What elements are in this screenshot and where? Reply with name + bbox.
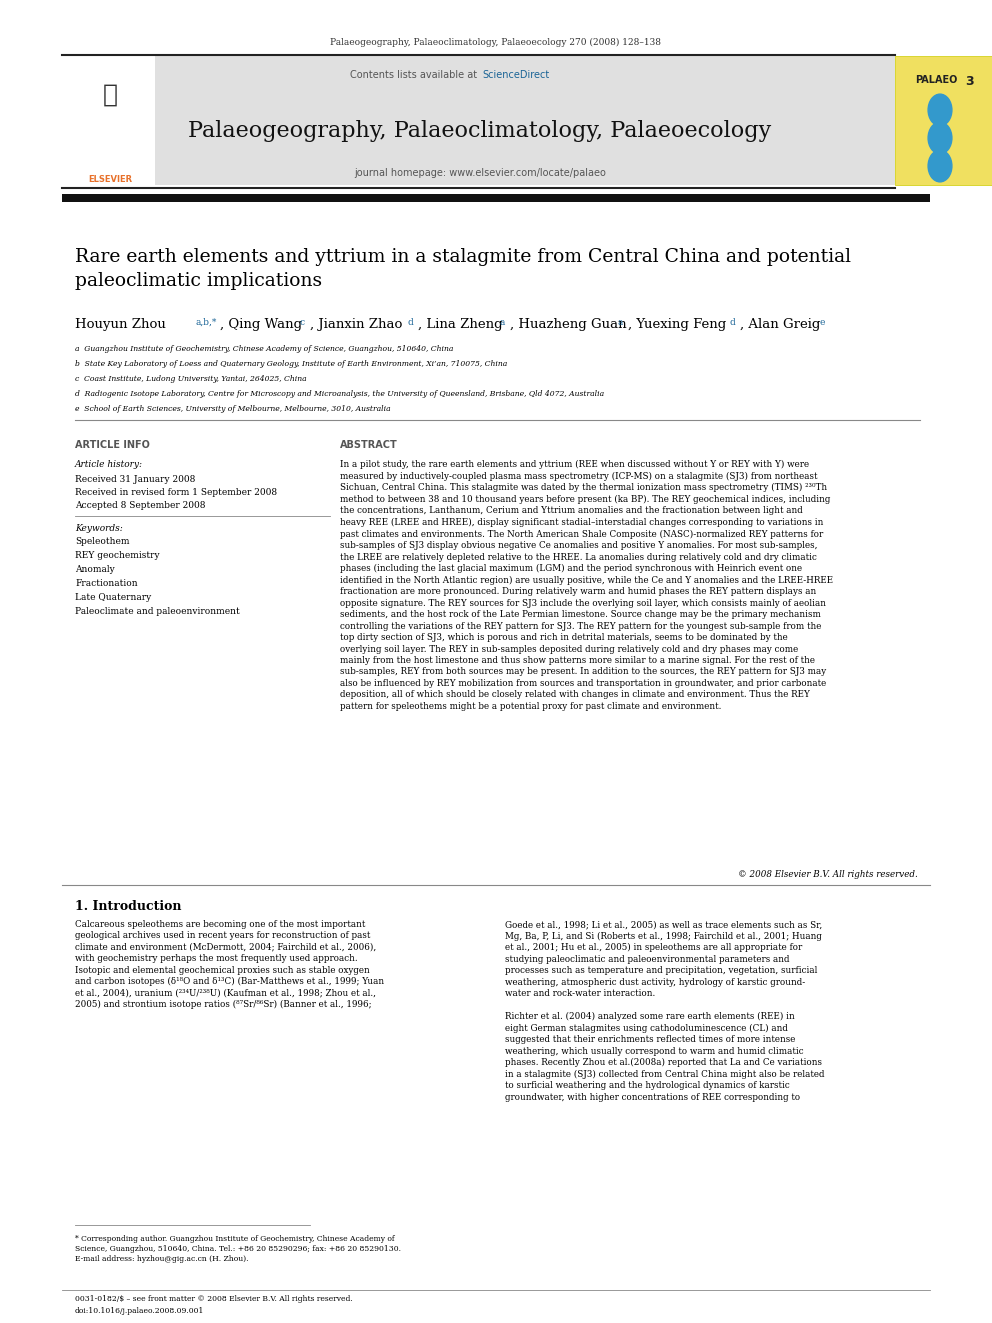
Text: , Jianxin Zhao: , Jianxin Zhao bbox=[310, 318, 403, 331]
Text: 0031-0182/$ – see front matter © 2008 Elsevier B.V. All rights reserved.: 0031-0182/$ – see front matter © 2008 El… bbox=[75, 1295, 353, 1303]
Text: , Yuexing Feng: , Yuexing Feng bbox=[628, 318, 726, 331]
Text: 1. Introduction: 1. Introduction bbox=[75, 900, 182, 913]
Text: d: d bbox=[408, 318, 414, 327]
Text: ABSTRACT: ABSTRACT bbox=[340, 441, 398, 450]
Text: Contents lists available at: Contents lists available at bbox=[350, 70, 480, 79]
Text: Palaeogeography, Palaeoclimatology, Palaeoecology 270 (2008) 128–138: Palaeogeography, Palaeoclimatology, Pala… bbox=[330, 38, 662, 48]
Text: ARTICLE INFO: ARTICLE INFO bbox=[75, 441, 150, 450]
Text: 🌳: 🌳 bbox=[102, 83, 117, 107]
Text: Keywords:: Keywords: bbox=[75, 524, 123, 533]
Text: © 2008 Elsevier B.V. All rights reserved.: © 2008 Elsevier B.V. All rights reserved… bbox=[738, 871, 918, 878]
Text: b  State Key Laboratory of Loess and Quaternary Geology, Institute of Earth Envi: b State Key Laboratory of Loess and Quat… bbox=[75, 360, 507, 368]
Text: Fractionation: Fractionation bbox=[75, 579, 138, 587]
Text: d  Radiogenic Isotope Laboratory, Centre for Microscopy and Microanalysis, the U: d Radiogenic Isotope Laboratory, Centre … bbox=[75, 390, 604, 398]
Text: c  Coast Institute, Ludong University, Yantai, 264025, China: c Coast Institute, Ludong University, Ya… bbox=[75, 374, 307, 382]
Text: 3: 3 bbox=[965, 75, 973, 89]
Text: Anomaly: Anomaly bbox=[75, 565, 115, 574]
Circle shape bbox=[929, 122, 952, 153]
Text: ELSEVIER: ELSEVIER bbox=[88, 175, 132, 184]
Text: REY geochemistry: REY geochemistry bbox=[75, 550, 160, 560]
Text: d: d bbox=[730, 318, 736, 327]
Bar bbox=[62, 56, 895, 185]
Text: journal homepage: www.elsevier.com/locate/palaeo: journal homepage: www.elsevier.com/locat… bbox=[354, 168, 606, 179]
Text: a: a bbox=[618, 318, 623, 327]
Text: , Huazheng Guan: , Huazheng Guan bbox=[510, 318, 627, 331]
Text: Speleothem: Speleothem bbox=[75, 537, 130, 546]
Text: Late Quaternary: Late Quaternary bbox=[75, 593, 151, 602]
Text: , Qing Wang: , Qing Wang bbox=[220, 318, 303, 331]
Text: PALAEO: PALAEO bbox=[915, 75, 957, 85]
Text: doi:10.1016/j.palaeo.2008.09.001: doi:10.1016/j.palaeo.2008.09.001 bbox=[75, 1307, 204, 1315]
Text: a: a bbox=[500, 318, 505, 327]
Bar bbox=[895, 56, 992, 185]
Text: ScienceDirect: ScienceDirect bbox=[482, 70, 550, 79]
Text: Accepted 8 September 2008: Accepted 8 September 2008 bbox=[75, 501, 205, 509]
Text: Paleoclimate and paleoenvironment: Paleoclimate and paleoenvironment bbox=[75, 607, 240, 617]
Text: Received 31 January 2008: Received 31 January 2008 bbox=[75, 475, 195, 484]
Text: e  School of Earth Sciences, University of Melbourne, Melbourne, 3010, Australia: e School of Earth Sciences, University o… bbox=[75, 405, 391, 413]
Text: Goede et al., 1998; Li et al., 2005) as well as trace elements such as Sr,
Mg, B: Goede et al., 1998; Li et al., 2005) as … bbox=[505, 919, 824, 1102]
Text: , Alan Greig: , Alan Greig bbox=[740, 318, 820, 331]
Text: Article history:: Article history: bbox=[75, 460, 143, 468]
Text: Rare earth elements and yttrium in a stalagmite from Central China and potential: Rare earth elements and yttrium in a sta… bbox=[75, 247, 851, 290]
Text: Houyun Zhou: Houyun Zhou bbox=[75, 318, 166, 331]
Text: , Lina Zheng: , Lina Zheng bbox=[418, 318, 503, 331]
Text: Palaeogeography, Palaeoclimatology, Palaeoecology: Palaeogeography, Palaeoclimatology, Pala… bbox=[188, 120, 772, 142]
Bar bbox=[62, 194, 930, 202]
Text: c: c bbox=[300, 318, 306, 327]
Text: e: e bbox=[820, 318, 825, 327]
Circle shape bbox=[929, 94, 952, 126]
Text: * Corresponding author. Guangzhou Institute of Geochemistry, Chinese Academy of
: * Corresponding author. Guangzhou Instit… bbox=[75, 1234, 401, 1262]
Text: In a pilot study, the rare earth elements and yttrium (REE when discussed withou: In a pilot study, the rare earth element… bbox=[340, 460, 833, 710]
Text: Received in revised form 1 September 2008: Received in revised form 1 September 200… bbox=[75, 488, 277, 497]
Text: a  Guangzhou Institute of Geochemistry, Chinese Academy of Science, Guangzhou, 5: a Guangzhou Institute of Geochemistry, C… bbox=[75, 345, 453, 353]
Text: a,b,*: a,b,* bbox=[195, 318, 216, 327]
Text: Calcareous speleothems are becoming one of the most important
geological archive: Calcareous speleothems are becoming one … bbox=[75, 919, 384, 1009]
Bar bbox=[62, 56, 155, 185]
Circle shape bbox=[929, 149, 952, 181]
